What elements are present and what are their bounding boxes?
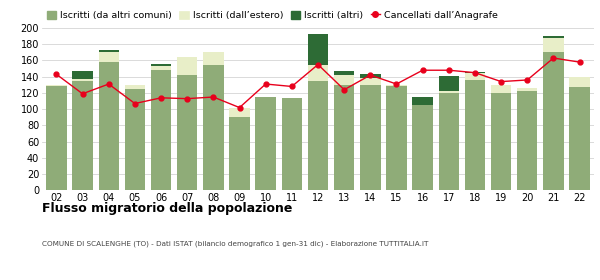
Text: Flusso migratorio della popolazione: Flusso migratorio della popolazione: [42, 202, 292, 214]
Bar: [308, 65, 328, 81]
Bar: [517, 88, 538, 90]
Bar: [151, 70, 171, 190]
Bar: [73, 71, 93, 79]
Bar: [465, 72, 485, 73]
Bar: [334, 71, 355, 75]
Bar: [569, 77, 590, 87]
Legend: Iscritti (da altri comuni), Iscritti (dall’estero), Iscritti (altri), Cancellati: Iscritti (da altri comuni), Iscritti (da…: [47, 11, 497, 20]
Bar: [177, 75, 197, 190]
Bar: [125, 89, 145, 190]
Bar: [439, 93, 459, 190]
Bar: [308, 34, 328, 65]
Bar: [46, 85, 67, 87]
Bar: [98, 52, 119, 62]
Bar: [412, 105, 433, 190]
Bar: [386, 87, 407, 190]
Bar: [439, 90, 459, 93]
Bar: [360, 85, 380, 190]
Bar: [229, 108, 250, 116]
Bar: [439, 76, 459, 90]
Bar: [256, 97, 276, 190]
Bar: [151, 66, 171, 70]
Bar: [98, 62, 119, 190]
Bar: [203, 65, 224, 190]
Bar: [360, 78, 380, 85]
Bar: [73, 79, 93, 81]
Bar: [177, 57, 197, 75]
Bar: [334, 75, 355, 85]
Bar: [203, 52, 224, 65]
Bar: [151, 64, 171, 66]
Bar: [491, 85, 511, 93]
Bar: [308, 81, 328, 190]
Bar: [98, 50, 119, 52]
Bar: [517, 90, 538, 190]
Bar: [543, 38, 563, 52]
Bar: [412, 97, 433, 105]
Bar: [543, 36, 563, 38]
Bar: [334, 85, 355, 190]
Bar: [281, 98, 302, 190]
Bar: [125, 85, 145, 89]
Bar: [360, 74, 380, 78]
Bar: [569, 87, 590, 190]
Bar: [229, 116, 250, 190]
Bar: [465, 73, 485, 80]
Bar: [73, 81, 93, 190]
Bar: [543, 52, 563, 190]
Bar: [491, 93, 511, 190]
Bar: [46, 87, 67, 190]
Bar: [386, 85, 407, 87]
Text: COMUNE DI SCALENGHE (TO) - Dati ISTAT (bilancio demografico 1 gen-31 dic) - Elab: COMUNE DI SCALENGHE (TO) - Dati ISTAT (b…: [42, 241, 428, 247]
Bar: [465, 80, 485, 190]
